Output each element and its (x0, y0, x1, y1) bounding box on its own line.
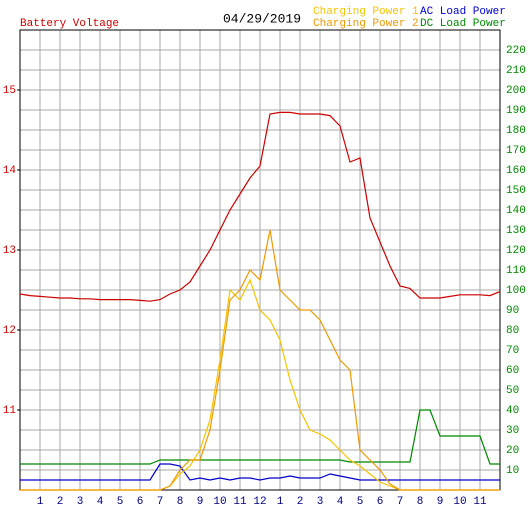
y2-tick-label: 180 (506, 125, 526, 137)
series-line (20, 463, 500, 481)
y2-tick-label: 40 (506, 405, 519, 417)
y2-tick-label: 190 (506, 105, 526, 117)
y2-tick-label: 20 (506, 445, 519, 457)
y2-tick-label: 80 (506, 325, 519, 337)
y2-tick-label: 60 (506, 365, 519, 377)
y2-tick-label: 70 (506, 345, 519, 357)
x-tick-label: 2 (297, 496, 304, 508)
y2-tick-label: 10 (506, 465, 519, 477)
y2-tick-label: 160 (506, 165, 526, 177)
legend-entry: Charging Power 1 (313, 6, 419, 18)
series-line (20, 409, 500, 465)
y2-tick-label: 50 (506, 385, 519, 397)
x-tick-label: 8 (417, 496, 424, 508)
x-tick-label: 4 (97, 496, 104, 508)
y2-tick-label: 110 (506, 265, 526, 277)
x-tick-label: 1 (37, 496, 44, 508)
y-tick-label: 15 (3, 85, 16, 97)
y-tick-label: 13 (3, 245, 16, 257)
y2-tick-label: 170 (506, 145, 526, 157)
y-tick-label: 12 (3, 325, 16, 337)
x-tick-label: 12 (253, 496, 266, 508)
series-line (20, 229, 500, 491)
x-tick-label: 11 (473, 496, 487, 508)
y2-tick-label: 90 (506, 305, 519, 317)
x-tick-label: 11 (233, 496, 247, 508)
x-tick-label: 6 (377, 496, 384, 508)
y-tick-label: 14 (3, 165, 17, 177)
x-tick-label: 10 (453, 496, 466, 508)
x-tick-label: 4 (337, 496, 344, 508)
x-tick-label: 9 (197, 496, 204, 508)
x-tick-label: 1 (277, 496, 284, 508)
x-tick-label: 2 (57, 496, 64, 508)
x-tick-label: 8 (177, 496, 184, 508)
plot-frame (19, 29, 501, 491)
y2-tick-label: 130 (506, 225, 526, 237)
y-axis-label: Battery Voltage (20, 18, 119, 30)
x-tick-label: 3 (317, 496, 324, 508)
y2-tick-label: 140 (506, 205, 526, 217)
y2-tick-label: 220 (506, 45, 526, 57)
y2-tick-label: 30 (506, 425, 519, 437)
x-tick-label: 7 (397, 496, 404, 508)
y2-tick-label: 120 (506, 245, 526, 257)
series-line (19, 111, 501, 302)
x-tick-label: 6 (137, 496, 144, 508)
y2-tick-label: 100 (506, 285, 526, 297)
x-tick-label: 9 (437, 496, 444, 508)
legend-entry: DC Load Power (420, 18, 506, 30)
legend-entry: Charging Power 2 (313, 18, 419, 30)
x-tick-label: 10 (213, 496, 226, 508)
x-tick-label: 7 (157, 496, 164, 508)
y2-tick-label: 210 (506, 65, 526, 77)
x-tick-label: 3 (77, 496, 84, 508)
x-tick-label: 5 (357, 496, 364, 508)
y2-tick-label: 150 (506, 185, 526, 197)
legend-entry: AC Load Power (420, 6, 506, 18)
chart-title: 04/29/2019 (223, 11, 301, 26)
x-tick-label: 5 (117, 496, 124, 508)
y-tick-label: 11 (3, 405, 17, 417)
y2-tick-label: 200 (506, 85, 526, 97)
